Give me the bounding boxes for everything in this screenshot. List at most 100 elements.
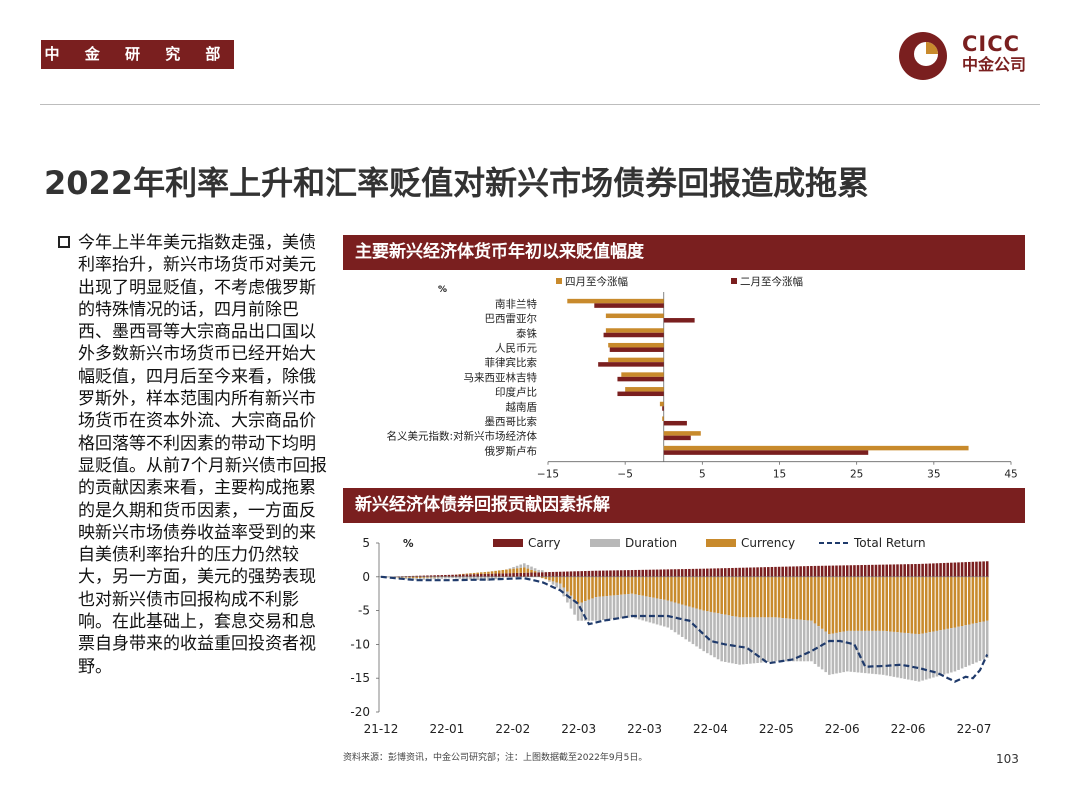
chart2-bar-duration xyxy=(573,599,576,615)
chart2-bar-carry xyxy=(720,568,723,577)
chart2-bar-duration xyxy=(921,633,924,681)
chart2-bar-currency xyxy=(698,576,702,610)
chart1-x-tick-label: 5 xyxy=(699,469,706,481)
chart2-bar-duration xyxy=(634,594,637,619)
chart2-bar-currency xyxy=(530,569,533,573)
chart2-bar-carry xyxy=(447,574,451,577)
chart2-bar-currency xyxy=(867,576,871,631)
chart2-bar-duration xyxy=(508,568,512,570)
chart2-bar-carry xyxy=(799,566,802,577)
chart2-x-tick-label: 22-03 xyxy=(627,722,662,736)
chart2-bar-currency xyxy=(924,576,928,633)
chart1-legend-label: 四月至今涨幅 xyxy=(565,275,628,288)
chart2-bar-carry xyxy=(619,570,623,577)
chart1-bar xyxy=(663,435,691,441)
chart2-bar-duration xyxy=(727,615,731,663)
chart2-bar-currency xyxy=(677,576,680,604)
chart2-bar-duration xyxy=(759,617,763,663)
chart2-bar-currency xyxy=(802,576,806,621)
chart2-bar-currency xyxy=(508,569,512,574)
chart2-bar-carry xyxy=(429,575,433,577)
chart1-bar xyxy=(608,357,664,363)
chart2-bar-currency xyxy=(580,576,584,603)
chart2-title-bar: 新兴经济体债券回报贡献因素拆解 xyxy=(343,488,1025,523)
chart2-bar-carry xyxy=(580,571,584,577)
chart2-bar-duration xyxy=(576,603,580,621)
chart2-unit-label: % xyxy=(403,538,414,550)
chart2-bar-duration xyxy=(454,576,458,579)
chart2-bar-duration xyxy=(842,631,845,673)
chart1-bar xyxy=(662,416,664,421)
chart2-bar-currency xyxy=(817,576,820,627)
chart2-bar-duration xyxy=(566,591,569,603)
chart2-bar-carry xyxy=(889,564,892,577)
chart2-bar-carry xyxy=(842,565,845,577)
chart2-bar-duration xyxy=(458,576,462,579)
chart2-bar-currency xyxy=(512,568,515,574)
chart2-bar-currency xyxy=(842,576,845,632)
chart2-bar-carry xyxy=(856,565,860,577)
chart2-bar-carry xyxy=(788,566,792,577)
chart2-bar-carry xyxy=(777,566,781,577)
chart2-bar-carry xyxy=(942,562,946,577)
chart2-bar-currency xyxy=(720,576,723,614)
chart2-y-tick-label: 5 xyxy=(362,536,370,550)
chart2-bar-carry xyxy=(440,575,444,577)
chart2-bar-carry xyxy=(451,574,454,577)
chart2-bar-carry xyxy=(476,574,479,577)
chart2-bar-currency xyxy=(695,576,698,609)
chart2-bar-carry xyxy=(863,564,867,577)
chart2-bar-carry xyxy=(490,573,494,577)
chart2-bar-currency xyxy=(555,576,558,583)
chart2-bar-carry xyxy=(802,566,806,577)
chart2-bar-duration xyxy=(950,628,953,673)
chart2-bar-currency xyxy=(752,576,756,618)
chart2-bar-carry xyxy=(684,569,688,577)
chart2-bar-currency xyxy=(472,572,476,575)
chart2-bar-currency xyxy=(494,570,497,574)
chart1-category-label: 菲律宾比索 xyxy=(485,356,538,369)
chart2-bar-currency xyxy=(501,569,505,574)
chart2-bar-duration xyxy=(462,576,465,579)
chart2-bar-currency xyxy=(957,576,960,627)
chart2-bar-duration xyxy=(792,619,795,662)
chart2-bar-duration xyxy=(587,599,591,621)
chart1-title-bar: 主要新兴经济体货币年初以来贬值幅度 xyxy=(343,235,1025,270)
chart2-bar-duration xyxy=(652,597,655,624)
chart2-bar-carry xyxy=(418,575,422,577)
chart2-bar-currency xyxy=(734,576,738,617)
chart2-bar-duration xyxy=(429,577,433,580)
chart2-bar-duration xyxy=(523,563,526,568)
chart2-bar-duration xyxy=(939,630,942,676)
chart2-bar-duration xyxy=(447,576,451,579)
chart2-bar-carry xyxy=(867,564,871,577)
chart2-bar-duration xyxy=(637,595,641,620)
chart2-bar-duration xyxy=(831,633,835,675)
chart2-bar-currency xyxy=(566,576,569,592)
chart2-bar-carry xyxy=(659,569,662,577)
chart2-bar-carry xyxy=(458,574,462,577)
chart1-bar xyxy=(605,313,664,319)
chart2-bar-currency xyxy=(960,576,964,626)
chart2-bar-duration xyxy=(756,617,759,663)
chart2-bar-currency xyxy=(616,576,619,596)
chart2-bar-currency xyxy=(738,576,741,618)
chart2-bar-duration xyxy=(881,630,885,675)
chart1-x-tick-label: 25 xyxy=(850,469,863,481)
fx-depreciation-chart: % 四月至今涨幅 二月至今涨幅 −15 −5 5 15 25 35 45 南非兰特巴西雷亚尔泰铢人民… xyxy=(386,275,1017,481)
chart1-bar xyxy=(594,303,664,308)
bullet-square-icon xyxy=(58,236,70,248)
chart1-category-label: 印度卢比 xyxy=(495,386,537,399)
chart2-bar-duration xyxy=(806,620,810,662)
chart2-bar-duration xyxy=(469,576,472,580)
chart2-bar-currency xyxy=(479,572,483,574)
chart2-bar-currency xyxy=(932,576,935,632)
chart2-bar-duration xyxy=(932,631,935,678)
chart2-bar-currency xyxy=(623,576,627,595)
chart2-bar-carry xyxy=(497,573,501,577)
chart2-bar-currency xyxy=(896,576,899,633)
chart2-bar-carry xyxy=(899,564,903,577)
chart2-bar-carry xyxy=(569,571,573,577)
chart2-bar-currency xyxy=(411,576,415,579)
chart2-bar-currency xyxy=(917,576,921,635)
